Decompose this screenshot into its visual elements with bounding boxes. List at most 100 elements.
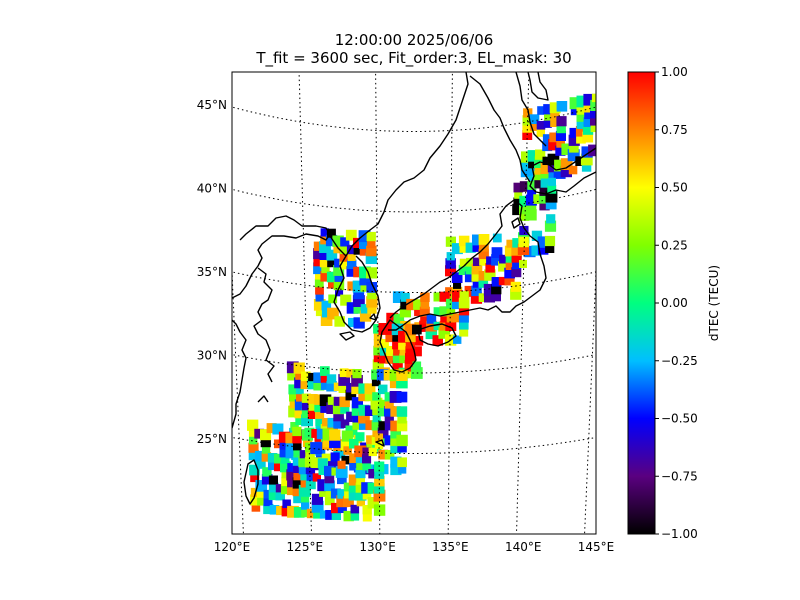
dtec-cell xyxy=(484,269,496,281)
dtec-cell xyxy=(313,241,324,251)
dtec-cell xyxy=(280,483,292,495)
dtec-cell xyxy=(374,440,384,449)
dtec-cell xyxy=(333,382,343,391)
dtec-cell xyxy=(396,369,408,381)
dtec-cell xyxy=(453,313,462,323)
dtec-cell xyxy=(531,245,542,256)
graticule xyxy=(232,72,596,534)
dtec-cell xyxy=(317,458,328,469)
dtec-cell xyxy=(322,428,335,441)
dtec-cell xyxy=(340,440,351,451)
dtec-cell xyxy=(296,393,305,402)
dtec-cell xyxy=(478,278,489,288)
dtec-cell xyxy=(348,317,358,328)
dtec-cell xyxy=(337,474,347,485)
dtec-cell xyxy=(320,402,331,413)
dtec-cell xyxy=(324,465,335,477)
dtec-cell xyxy=(356,461,365,470)
dtec-cell xyxy=(542,141,553,152)
dtec-cell xyxy=(299,450,308,459)
dtec-cell xyxy=(326,381,337,392)
dtec-cell xyxy=(472,234,483,246)
dtec-cell xyxy=(351,375,363,387)
colorbar-ticks: 1.00 0.75 0.50 0.25 0.00 −0.25 −0.50 −0.75 −1.00 xyxy=(655,65,698,541)
dtec-cell xyxy=(396,406,408,417)
dtec-cell xyxy=(298,463,310,475)
dtec-cell xyxy=(289,399,299,409)
dtec-cell xyxy=(439,321,449,331)
coastline-taiwan xyxy=(243,459,259,505)
dtec-cell xyxy=(351,382,364,395)
dtec-cell xyxy=(329,436,341,449)
colorbar-tick-label: 1.00 xyxy=(661,65,688,79)
dtec-cell xyxy=(346,245,356,255)
dtec-cell xyxy=(529,114,540,124)
dtec-cell xyxy=(376,369,389,381)
dtec-cell xyxy=(332,235,344,247)
coastline-sado xyxy=(511,217,521,229)
dtec-cell xyxy=(505,261,515,270)
dtec-cell xyxy=(544,220,557,232)
colorbar-tick-label: 0.25 xyxy=(661,238,688,252)
dtec-cell xyxy=(343,496,354,507)
dtec-cell xyxy=(315,417,325,426)
dtec-cell xyxy=(311,429,321,438)
latitude-label: 35°N xyxy=(197,265,227,279)
dtec-cell xyxy=(590,123,596,133)
dtec-cell xyxy=(343,482,353,492)
meridian-line xyxy=(447,72,453,534)
dtec-cell xyxy=(522,122,533,133)
dtec-cell xyxy=(491,277,502,287)
meridian-line xyxy=(232,260,244,534)
dtec-cell xyxy=(325,510,336,520)
dtec-cell xyxy=(275,484,285,493)
dtec-cell xyxy=(470,292,483,304)
dtec-cell xyxy=(356,498,365,507)
dtec-cell xyxy=(340,419,350,428)
dtec-cell xyxy=(293,507,305,518)
dtec-cell xyxy=(279,439,290,450)
dtec-cell xyxy=(373,339,383,348)
dtec-cell xyxy=(372,392,381,401)
dtec-cell xyxy=(519,210,530,221)
dtec-cell xyxy=(405,367,416,379)
meridian-line xyxy=(375,72,381,534)
dtec-cell xyxy=(542,156,551,165)
dtec-cell xyxy=(367,497,380,509)
dtec-cell xyxy=(537,244,549,255)
dtec-cell xyxy=(520,166,532,178)
dtec-cell xyxy=(324,480,335,492)
dtec-cell xyxy=(315,293,324,302)
dtec-cell xyxy=(400,292,410,302)
dtec-cell xyxy=(398,465,407,474)
dtec-cell xyxy=(313,379,325,391)
dtec-cell xyxy=(556,139,565,148)
dtec-cell xyxy=(406,298,418,311)
dtec-cell xyxy=(350,504,360,514)
coastlines xyxy=(232,72,596,505)
dtec-cell xyxy=(420,300,430,309)
dtec-cell xyxy=(597,105,609,117)
dtec-cell xyxy=(349,482,360,493)
dtec-cell xyxy=(412,361,422,370)
dtec-cell xyxy=(336,495,349,508)
coastline-okinawa xyxy=(257,395,385,447)
dtec-cell xyxy=(576,95,589,108)
dtec-cell xyxy=(446,298,456,309)
dtec-cell xyxy=(288,405,300,418)
dtec-cell xyxy=(453,335,462,344)
dtec-cell xyxy=(525,194,537,206)
dtec-cell xyxy=(358,390,370,402)
dtec-cell xyxy=(420,292,430,302)
dtec-cell xyxy=(372,414,381,423)
dtec-cell xyxy=(445,320,457,331)
dtec-cell xyxy=(459,258,468,267)
dtec-cell xyxy=(289,392,299,402)
dtec-cell xyxy=(325,234,338,247)
dtec-cell xyxy=(311,457,322,468)
longitude-label: 125°E xyxy=(287,540,324,554)
dtec-cell xyxy=(527,188,537,198)
dtec-cell xyxy=(302,401,312,411)
dtec-cell xyxy=(547,161,559,173)
dtec-cell xyxy=(568,134,580,146)
